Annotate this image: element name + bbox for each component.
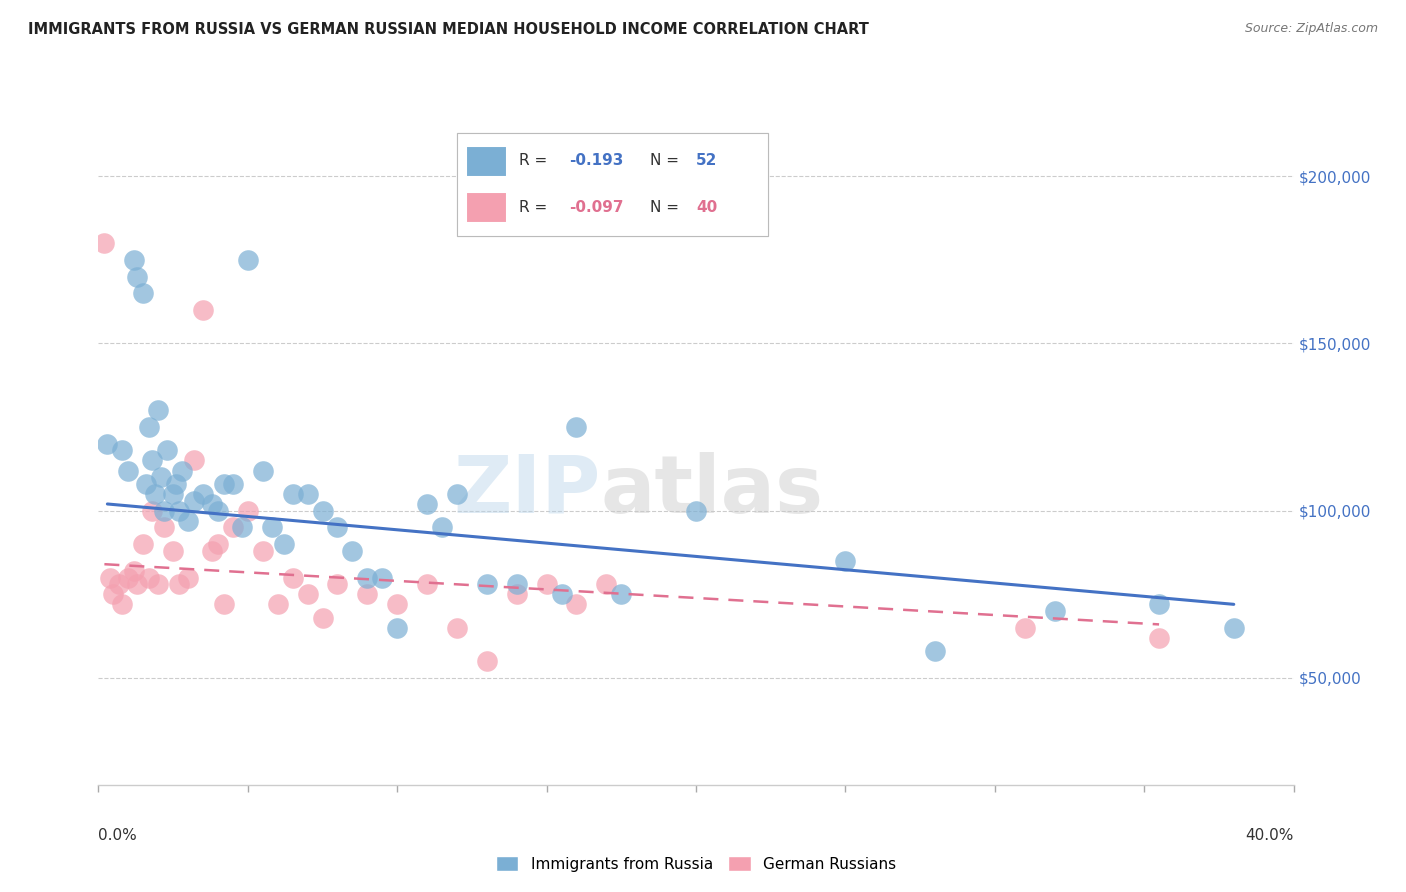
Text: atlas: atlas: [600, 451, 824, 530]
Point: [191, 487, 214, 501]
Point: [141, 503, 163, 517]
Point: [165, 476, 187, 491]
Point: [135, 476, 157, 491]
Point: [167, 577, 190, 591]
Point: [565, 420, 588, 434]
Point: [326, 577, 349, 591]
Point: [834, 554, 856, 568]
Point: [108, 577, 131, 591]
Point: [172, 464, 194, 478]
Point: [127, 269, 149, 284]
Point: [103, 587, 125, 601]
Point: [111, 443, 134, 458]
Point: [356, 571, 378, 585]
Point: [153, 520, 176, 534]
Point: [177, 571, 200, 585]
Point: [148, 577, 170, 591]
Point: [231, 520, 253, 534]
Point: [1043, 604, 1066, 618]
Point: [141, 453, 163, 467]
Point: [100, 571, 122, 585]
Point: [446, 621, 468, 635]
Point: [506, 587, 529, 601]
Point: [191, 303, 214, 318]
Point: [93, 235, 115, 250]
Point: [212, 476, 235, 491]
Point: [236, 503, 259, 517]
Point: [1147, 631, 1170, 645]
Point: [595, 577, 617, 591]
Point: [281, 571, 304, 585]
Point: [183, 493, 205, 508]
Point: [111, 598, 134, 612]
Point: [96, 436, 118, 450]
Point: [124, 564, 146, 578]
Point: [260, 520, 283, 534]
Text: 0.0%: 0.0%: [98, 829, 138, 844]
Point: [281, 487, 304, 501]
Point: [342, 543, 364, 558]
Point: [153, 503, 176, 517]
Point: [148, 403, 170, 417]
Point: [297, 487, 319, 501]
Point: [273, 537, 295, 551]
Point: [506, 577, 529, 591]
Point: [117, 464, 139, 478]
Point: [267, 598, 290, 612]
Point: [1223, 621, 1246, 635]
Point: [156, 443, 179, 458]
Point: [150, 470, 173, 484]
Point: [475, 577, 498, 591]
Point: [143, 487, 166, 501]
Point: [385, 621, 409, 635]
Point: [183, 453, 205, 467]
Legend: Immigrants from Russia, German Russians: Immigrants from Russia, German Russians: [489, 849, 903, 878]
Text: Source: ZipAtlas.com: Source: ZipAtlas.com: [1244, 22, 1378, 36]
Point: [1014, 621, 1036, 635]
Point: [167, 503, 190, 517]
Point: [430, 520, 453, 534]
Point: [536, 577, 558, 591]
Point: [222, 476, 245, 491]
Point: [162, 543, 184, 558]
Point: [326, 520, 349, 534]
Point: [356, 587, 378, 601]
Point: [311, 503, 333, 517]
Point: [565, 598, 588, 612]
Point: [138, 571, 160, 585]
Point: [162, 487, 184, 501]
Point: [207, 503, 229, 517]
Point: [297, 587, 319, 601]
Point: [177, 514, 200, 528]
Point: [212, 598, 235, 612]
Point: [132, 537, 155, 551]
Text: ZIP: ZIP: [453, 451, 600, 530]
Point: [124, 252, 146, 267]
Point: [207, 537, 229, 551]
Point: [201, 497, 224, 511]
Point: [252, 543, 274, 558]
Point: [132, 286, 155, 301]
Point: [138, 420, 160, 434]
Text: IMMIGRANTS FROM RUSSIA VS GERMAN RUSSIAN MEDIAN HOUSEHOLD INCOME CORRELATION CHA: IMMIGRANTS FROM RUSSIA VS GERMAN RUSSIAN…: [28, 22, 869, 37]
Point: [924, 644, 946, 658]
Point: [371, 571, 394, 585]
Point: [222, 520, 245, 534]
Point: [385, 598, 409, 612]
Point: [475, 654, 498, 668]
Point: [416, 577, 439, 591]
Point: [685, 503, 707, 517]
Point: [416, 497, 439, 511]
Point: [117, 571, 139, 585]
Point: [201, 543, 224, 558]
Point: [311, 611, 333, 625]
Point: [550, 587, 572, 601]
Point: [446, 487, 468, 501]
Point: [236, 252, 259, 267]
Point: [610, 587, 633, 601]
Text: 40.0%: 40.0%: [1246, 829, 1294, 844]
Point: [127, 577, 149, 591]
Point: [252, 464, 274, 478]
Point: [1147, 598, 1170, 612]
